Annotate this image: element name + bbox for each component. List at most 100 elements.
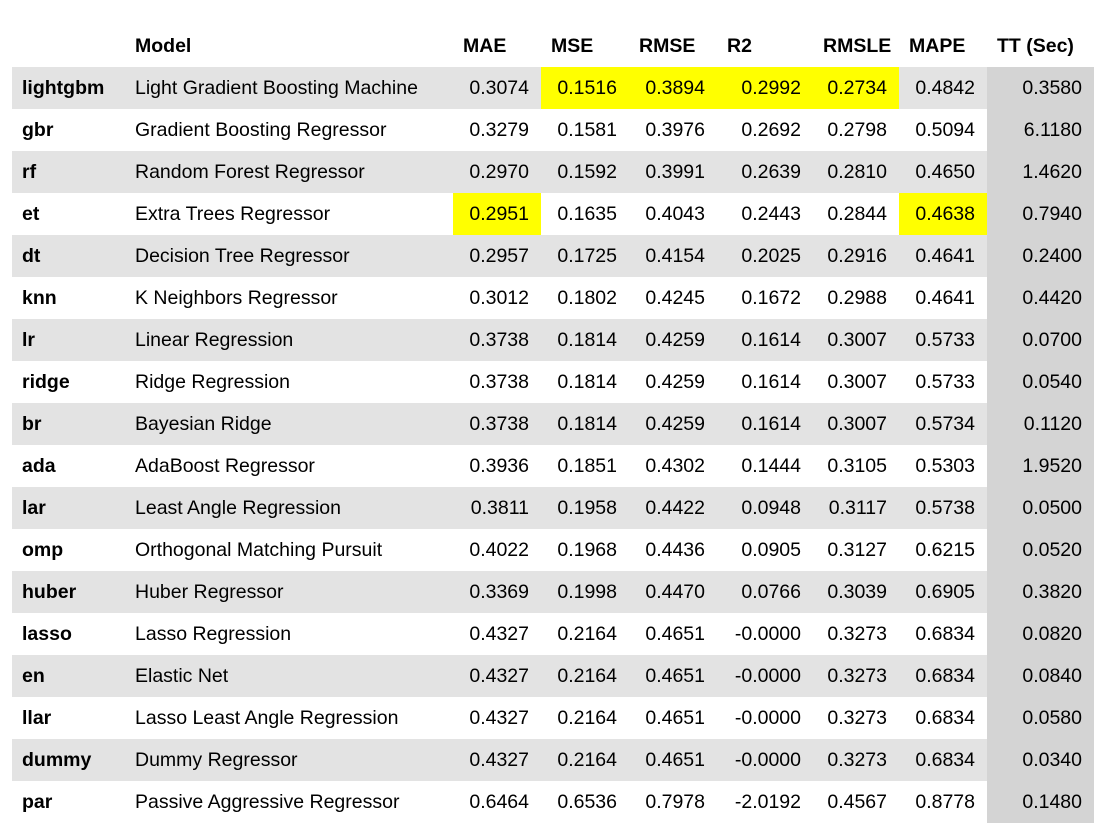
rmse-cell: 0.4302 xyxy=(645,454,705,477)
model-name-cell: Passive Aggressive Regressor xyxy=(135,790,400,813)
mae-cell: 0.2970 xyxy=(453,151,541,193)
table-row: dt Decision Tree Regressor 0.2957 0.1725 0.4… xyxy=(12,235,1094,277)
r2-cell: -2.0192 xyxy=(734,790,801,813)
table-row: par Passive Aggressive Regressor 0.6464 0.6… xyxy=(12,781,1094,823)
rmse-cell: 0.4436 xyxy=(645,538,705,561)
rmsle-cell: 0.3117 xyxy=(813,487,899,529)
rmse-cell: 0.4043 xyxy=(645,202,705,225)
row-index-label: lar xyxy=(12,487,125,529)
r2-cell: 0.1614 xyxy=(741,370,801,393)
mse-cell: 0.2164 xyxy=(557,622,617,645)
mse-cell: 0.1814 xyxy=(541,319,629,361)
mape-cell: 0.6215 xyxy=(915,538,975,561)
mape-cell: 0.8778 xyxy=(915,790,975,813)
table-row: lr Linear Regression 0.3738 0.1814 0.4259 0.1… xyxy=(12,319,1094,361)
model-name-cell: K Neighbors Regressor xyxy=(135,286,338,309)
r2-cell: 0.1614 xyxy=(717,319,813,361)
mape-cell: 0.4641 xyxy=(899,235,987,277)
column-header-mse: MSE xyxy=(551,34,594,57)
model-name-cell: Huber Regressor xyxy=(125,571,453,613)
row-index-label: lasso xyxy=(22,622,72,645)
model-name-cell: Random Forest Regressor xyxy=(125,151,453,193)
rmsle-cell: 0.2916 xyxy=(813,235,899,277)
table-row: br Bayesian Ridge 0.3738 0.1814 0.4259 0.1614… xyxy=(12,403,1094,445)
model-name-cell: Lasso Regression xyxy=(135,622,292,645)
row-index-label: llar xyxy=(22,706,52,729)
table-row: knn K Neighbors Regressor 0.3012 0.1802 0.42… xyxy=(12,277,1094,319)
row-index-label: et xyxy=(22,202,40,225)
mape-cell: 0.6834 xyxy=(915,706,975,729)
mape-cell: 0.6834 xyxy=(899,655,987,697)
rmsle-cell: 0.3039 xyxy=(813,571,899,613)
mse-cell: 0.1998 xyxy=(541,571,629,613)
row-index-label: dummy xyxy=(12,739,125,781)
r2-cell: -0.0000 xyxy=(717,739,813,781)
rmse-cell: 0.4651 xyxy=(629,655,717,697)
model-name-cell: Ridge Regression xyxy=(135,370,291,393)
tt-sec-cell: 6.1180 xyxy=(987,109,1094,151)
rmse-cell: 0.4259 xyxy=(629,319,717,361)
table-row: rf Random Forest Regressor 0.2970 0.1592 0.3… xyxy=(12,151,1094,193)
r2-cell: 0.1614 xyxy=(717,403,813,445)
mae-cell: 0.2951 xyxy=(453,193,541,235)
mse-cell: 0.1592 xyxy=(541,151,629,193)
table-row: et Extra Trees Regressor 0.2951 0.1635 0.404… xyxy=(12,193,1094,235)
tt-sec-cell: 0.0820 xyxy=(987,613,1094,655)
rmsle-cell: 0.3273 xyxy=(827,706,887,729)
mse-cell: 0.1968 xyxy=(557,538,617,561)
tt-sec-cell: 0.2400 xyxy=(987,235,1094,277)
table-header: Model MAE MSE RMSE R2 RMSLE MAPE TT (Sec) xyxy=(12,25,1094,67)
table-row: ada AdaBoost Regressor 0.3936 0.1851 0.4302 0… xyxy=(12,445,1094,487)
mse-cell: 0.1814 xyxy=(557,370,617,393)
r2-cell: 0.2992 xyxy=(717,67,813,109)
mape-cell: 0.5734 xyxy=(899,403,987,445)
column-header-r2: R2 xyxy=(727,34,752,57)
mape-cell: 0.5303 xyxy=(915,454,975,477)
rmsle-cell: 0.3105 xyxy=(827,454,887,477)
mae-cell: 0.3936 xyxy=(469,454,529,477)
r2-cell: 0.0905 xyxy=(741,538,801,561)
model-comparison-table: Model MAE MSE RMSE R2 RMSLE MAPE TT (Sec) light… xyxy=(12,25,1094,823)
table-row: lightgbm Light Gradient Boosting Machine 0… xyxy=(12,67,1094,109)
r2-cell: 0.1444 xyxy=(741,454,801,477)
mse-cell: 0.1581 xyxy=(557,118,617,141)
mae-cell: 0.4022 xyxy=(469,538,529,561)
rmsle-cell: 0.2844 xyxy=(827,202,887,225)
rmse-cell: 0.3894 xyxy=(629,67,717,109)
rmse-cell: 0.4154 xyxy=(629,235,717,277)
r2-cell: -0.0000 xyxy=(734,622,801,645)
rmsle-cell: 0.3007 xyxy=(827,370,887,393)
rmse-cell: 0.4422 xyxy=(629,487,717,529)
mae-cell: 0.3074 xyxy=(453,67,541,109)
mae-cell: 0.4327 xyxy=(469,622,529,645)
mape-cell: 0.5094 xyxy=(915,118,975,141)
header-row: Model MAE MSE RMSE R2 RMSLE MAPE TT (Sec) xyxy=(12,25,1094,67)
model-name-cell: Decision Tree Regressor xyxy=(125,235,453,277)
rmsle-cell: 0.2734 xyxy=(813,67,899,109)
row-index-label: par xyxy=(22,790,53,813)
row-index-label: omp xyxy=(22,538,64,561)
tt-sec-cell: 0.3580 xyxy=(987,67,1094,109)
rmse-cell: 0.4245 xyxy=(645,286,705,309)
mape-cell: 0.4638 xyxy=(899,193,987,235)
row-index-label: ada xyxy=(22,454,56,477)
tt-sec-cell: 0.0520 xyxy=(987,529,1094,571)
row-index-label: br xyxy=(12,403,125,445)
model-name-cell: Gradient Boosting Regressor xyxy=(135,118,387,141)
mape-cell: 0.6834 xyxy=(899,739,987,781)
row-index-label: rf xyxy=(12,151,125,193)
r2-cell: 0.2025 xyxy=(717,235,813,277)
column-header-mae: MAE xyxy=(463,34,507,57)
table-row: lasso Lasso Regression 0.4327 0.2164 0.4651 -… xyxy=(12,613,1094,655)
tt-sec-cell: 0.1120 xyxy=(987,403,1094,445)
row-index-label: lr xyxy=(12,319,125,361)
tt-sec-cell: 0.3820 xyxy=(987,571,1094,613)
rmse-cell: 0.7978 xyxy=(645,790,705,813)
model-name-cell: Linear Regression xyxy=(125,319,453,361)
mape-cell: 0.5733 xyxy=(899,319,987,361)
table-row: omp Orthogonal Matching Pursuit 0.4022 0.19… xyxy=(12,529,1094,571)
rmsle-cell: 0.2988 xyxy=(827,286,887,309)
row-index-label: huber xyxy=(12,571,125,613)
r2-cell: 0.2443 xyxy=(741,202,801,225)
